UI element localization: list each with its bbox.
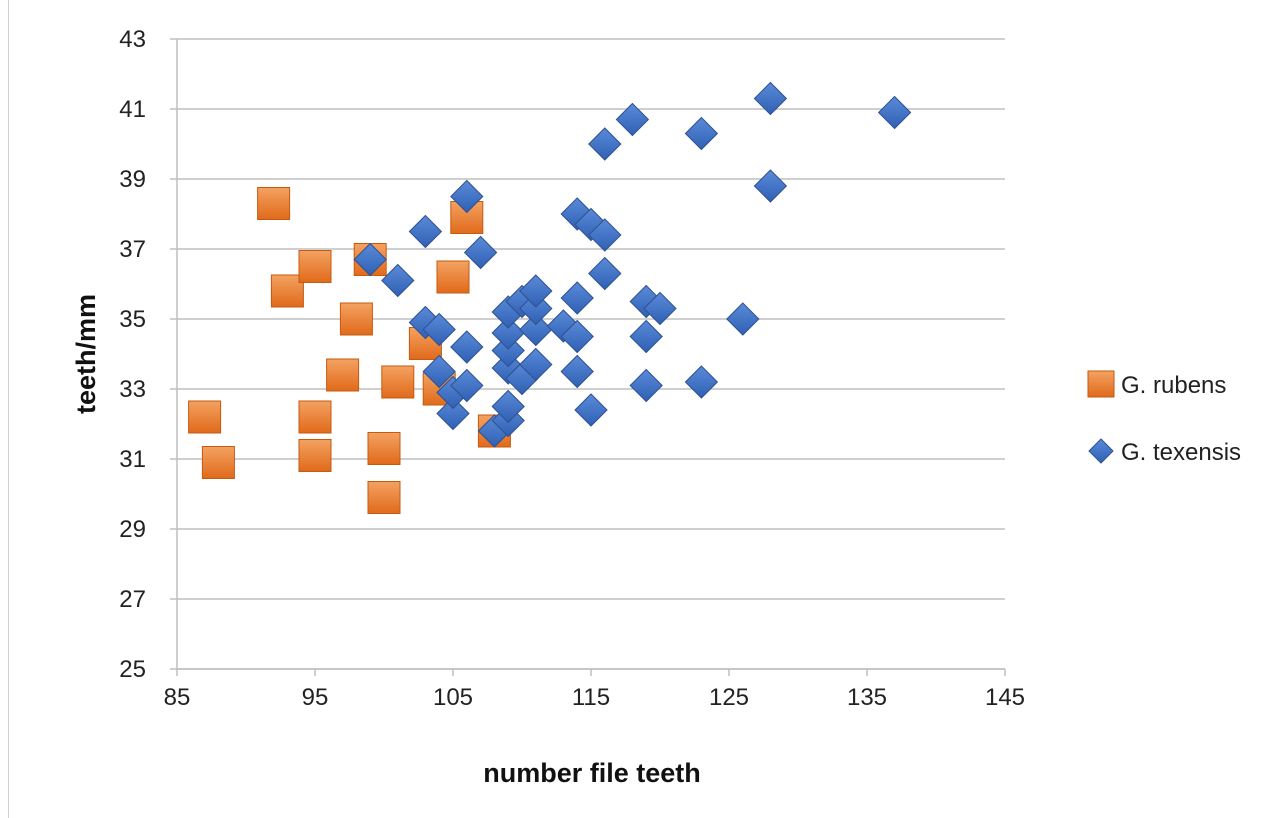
- data-point-diamond: [491, 389, 525, 424]
- data-point-diamond: [491, 316, 525, 350]
- data-point-diamond: [560, 319, 594, 354]
- data-point-square: [270, 274, 304, 308]
- x-tick-label: 135: [847, 684, 887, 711]
- data-point-diamond: [615, 102, 650, 137]
- data-point-diamond: [436, 396, 470, 431]
- data-point-diamond: [753, 169, 788, 203]
- x-tick-label: 145: [985, 684, 1025, 711]
- data-point-diamond: [519, 291, 553, 326]
- data-point-diamond: [684, 116, 719, 151]
- data-point-diamond: [408, 214, 443, 249]
- legend: G. rubens G. texensis: [1087, 370, 1241, 466]
- data-point-square: [298, 250, 332, 283]
- data-point-diamond: [726, 302, 760, 336]
- data-point-diamond: [629, 368, 663, 403]
- data-point-square: [450, 201, 484, 234]
- x-tick-label: 85: [164, 684, 191, 711]
- data-point-diamond: [519, 312, 553, 347]
- y-axis-title: teeth/mm: [71, 294, 101, 414]
- data-point-diamond: [629, 319, 663, 354]
- y-tick-labels: 25 27 29 31 33 35 37 39 41 43: [119, 26, 146, 683]
- data-point-square: [381, 365, 415, 399]
- data-point-diamond: [422, 312, 456, 347]
- data-point-diamond: [519, 347, 553, 382]
- legend-marker-square: [1087, 370, 1115, 398]
- data-point-diamond: [450, 368, 484, 403]
- data-point-diamond: [588, 218, 622, 252]
- x-tick-label: 105: [433, 684, 473, 711]
- axes: [170, 38, 1006, 676]
- data-point-diamond: [684, 365, 719, 399]
- data-point-square: [339, 302, 373, 336]
- data-point-square: [298, 400, 332, 434]
- legend-marker-diamond: [1088, 438, 1114, 464]
- data-point-square: [188, 400, 222, 434]
- data-point-diamond: [588, 127, 622, 161]
- data-point-diamond: [422, 354, 456, 389]
- y-tick-label: 31: [119, 446, 146, 473]
- y-tick-label: 41: [119, 96, 146, 123]
- y-tick-label: 33: [119, 376, 146, 403]
- y-tick-label: 39: [119, 166, 146, 193]
- x-axis-title: number file teeth: [483, 758, 701, 788]
- gridlines: [177, 38, 1005, 670]
- data-point-diamond: [753, 81, 788, 116]
- y-tick-label: 35: [119, 306, 146, 333]
- data-point-diamond: [560, 354, 594, 389]
- data-point-diamond: [381, 263, 415, 298]
- data-point-diamond: [560, 281, 594, 315]
- data-point-square: [201, 446, 235, 479]
- data-point-diamond: [353, 242, 387, 277]
- data-point-diamond: [463, 235, 498, 270]
- y-tick-label: 27: [119, 586, 146, 613]
- y-tick-label: 37: [119, 236, 146, 263]
- data-point-square: [326, 358, 360, 392]
- series-g-texensis: [353, 81, 912, 448]
- data-point-diamond: [588, 256, 622, 291]
- data-point-square: [298, 439, 332, 472]
- data-point-diamond: [450, 330, 484, 364]
- data-point-square: [257, 187, 291, 220]
- x-tick-labels: 85 95 105 115 125 135 145: [164, 684, 1025, 711]
- data-point-square: [367, 481, 401, 514]
- data-point-square: [367, 432, 401, 465]
- data-point-diamond: [574, 393, 608, 427]
- x-tick-label: 115: [572, 684, 610, 711]
- x-tick-label: 95: [302, 684, 329, 711]
- frame-border: [8, 0, 9, 818]
- data-point-diamond: [519, 274, 553, 308]
- legend-label: G. texensis: [1121, 439, 1241, 466]
- legend-label: G. rubens: [1121, 372, 1226, 399]
- data-point-diamond: [877, 95, 912, 130]
- data-point-diamond: [643, 291, 677, 326]
- data-point-diamond: [491, 333, 525, 368]
- y-tick-label: 25: [119, 656, 146, 683]
- x-tick-label: 125: [709, 684, 749, 711]
- data-points: [188, 81, 912, 514]
- data-point-diamond: [450, 179, 484, 214]
- y-tick-label: 43: [119, 26, 146, 53]
- y-tick-label: 29: [119, 516, 146, 543]
- data-point-square: [436, 260, 470, 294]
